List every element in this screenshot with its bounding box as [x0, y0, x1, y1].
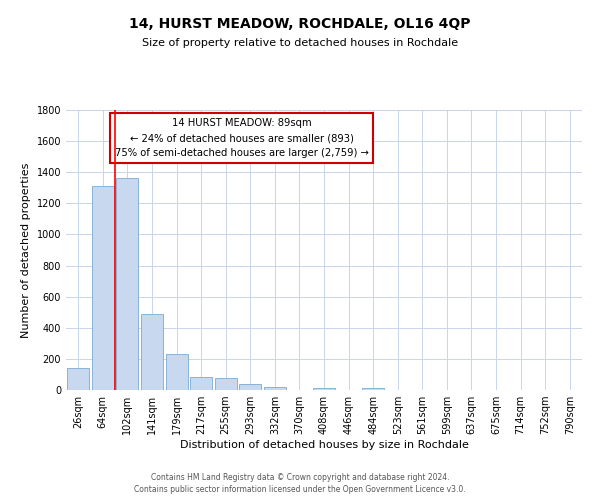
Bar — [239, 384, 262, 390]
Bar — [166, 354, 188, 390]
Bar — [313, 388, 335, 390]
Y-axis label: Number of detached properties: Number of detached properties — [21, 162, 31, 338]
Text: Contains HM Land Registry data © Crown copyright and database right 2024.: Contains HM Land Registry data © Crown c… — [151, 472, 449, 482]
Text: 14 HURST MEADOW: 89sqm
← 24% of detached houses are smaller (893)
75% of semi-de: 14 HURST MEADOW: 89sqm ← 24% of detached… — [115, 118, 368, 158]
Bar — [264, 387, 286, 390]
Bar — [141, 314, 163, 390]
Text: 14, HURST MEADOW, ROCHDALE, OL16 4QP: 14, HURST MEADOW, ROCHDALE, OL16 4QP — [129, 18, 471, 32]
Text: Size of property relative to detached houses in Rochdale: Size of property relative to detached ho… — [142, 38, 458, 48]
Bar — [190, 377, 212, 390]
Bar — [362, 388, 384, 390]
Bar — [92, 186, 114, 390]
Bar — [67, 368, 89, 390]
Bar — [215, 378, 237, 390]
Bar — [116, 178, 139, 390]
X-axis label: Distribution of detached houses by size in Rochdale: Distribution of detached houses by size … — [179, 440, 469, 450]
Text: Contains public sector information licensed under the Open Government Licence v3: Contains public sector information licen… — [134, 485, 466, 494]
